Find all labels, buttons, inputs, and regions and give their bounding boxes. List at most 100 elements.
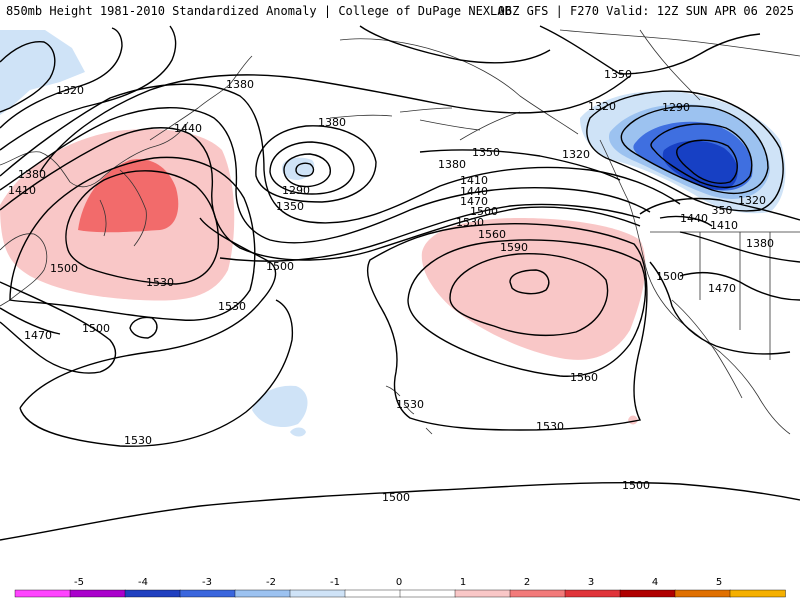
contour-nw-loop	[0, 41, 56, 113]
contour-label: 1500	[266, 260, 294, 273]
na-west-coast	[599, 139, 791, 435]
contour-label: 1380	[318, 116, 346, 129]
contour-1290-low	[283, 153, 331, 188]
contour-label: 1440	[174, 122, 202, 135]
contour-label: 1320	[588, 100, 616, 113]
contour-1350-low	[255, 125, 377, 203]
colorbar-tick-label: 5	[716, 577, 722, 588]
alaska-coast	[339, 38, 579, 141]
coastlines	[0, 29, 800, 435]
neg-anomaly-pacific-patch	[252, 385, 308, 428]
contour-label: 1500	[382, 491, 410, 504]
color-scale-bar: -5 -4 -3 -2 -1 0 1 2 3 4 5	[0, 575, 800, 600]
contour-label: 1470	[708, 282, 736, 295]
contour-label: 1320	[56, 84, 84, 97]
contour-label: 1530	[536, 420, 564, 433]
colorbar-segment	[454, 589, 511, 598]
neg-anomaly-nw-corner	[0, 30, 85, 115]
contour-label: 1410	[8, 184, 36, 197]
contour-label: 350	[712, 204, 733, 217]
contour-1500-east	[649, 261, 791, 355]
contour-label: 1500	[82, 322, 110, 335]
contour-label: 1470	[24, 329, 52, 342]
colorbar-tick-label: 3	[588, 577, 594, 588]
colorbar-tick-label: 4	[652, 577, 658, 588]
colorbar-tick-labels: -5 -4 -3 -2 -1 0 1 2 3 4 5	[74, 577, 722, 588]
colorbar-tick-label: 2	[524, 577, 530, 588]
colorbar-segment	[344, 589, 401, 598]
contour-1380	[0, 83, 681, 224]
contour-label: 1500	[50, 262, 78, 275]
colorbar-tick-label: -5	[74, 577, 84, 588]
contour-label: 1380	[226, 78, 254, 91]
contour-1350-north-arc	[359, 25, 551, 64]
map-title: 850mb Height 1981-2010 Standardized Anom…	[6, 4, 512, 18]
colorbar-tick-label: -4	[138, 577, 148, 588]
contour-1500-south	[0, 481, 800, 541]
colorbar-segments	[14, 589, 786, 598]
contour-1410	[0, 107, 651, 244]
colorbar-segment	[619, 589, 676, 598]
colorbar-tick-label: -2	[266, 577, 276, 588]
contour-1410-east	[659, 215, 713, 227]
us-borders	[650, 231, 800, 360]
contour-1350-nw	[0, 25, 177, 151]
contour-label: 1440	[460, 185, 488, 198]
contour-1290-canada	[620, 105, 769, 194]
colorbar-tick-label: -3	[202, 577, 212, 588]
colorbar-segment	[179, 589, 236, 598]
contour-label: 1500	[656, 270, 684, 283]
contour-1380-north	[39, 74, 631, 173]
contour-label: 1380	[746, 237, 774, 250]
contour-label: 1530	[456, 216, 484, 229]
contour-label: 1350	[276, 200, 304, 213]
contour-label: 1320	[738, 194, 766, 207]
header-bar: 850mb Height 1981-2010 Standardized Anom…	[0, 0, 800, 22]
contour-1560	[407, 239, 647, 377]
aleutian-chain	[329, 107, 453, 119]
colorbar-segment	[674, 589, 731, 598]
canada-interior	[559, 29, 800, 101]
contour-label: 1530	[124, 434, 152, 447]
anomaly-shading	[0, 30, 786, 437]
contour-label: 1290	[662, 101, 690, 114]
colorbar-segment	[564, 589, 621, 598]
colorbar-segment	[509, 589, 566, 598]
colorbar-tick-label: -1	[330, 577, 340, 588]
contour-label: 1530	[146, 276, 174, 289]
contour-1530-japan	[65, 170, 220, 285]
contour-label: 1410	[710, 219, 738, 232]
contour-1470-mid	[219, 203, 641, 262]
height-contours	[0, 25, 800, 541]
contour-label: 1500	[470, 205, 498, 218]
contour-1350-east	[639, 197, 800, 221]
contour-1290-inner	[295, 162, 315, 177]
contour-1500-japan	[9, 156, 256, 321]
contour-1590	[449, 253, 609, 337]
contour-label: 1530	[218, 300, 246, 313]
pos-anomaly-japan-inner	[78, 159, 179, 233]
model-valid-time: 06Z GFS | F270 Valid: 12Z SUN APR 06 202…	[497, 4, 794, 18]
contour-1530-west-loop	[19, 217, 294, 447]
contour-1350-north	[419, 149, 621, 181]
colorbar-tick-label: 1	[460, 577, 466, 588]
map-panel: 1320 1380 1410 1380 1440 1380 1290 1350 …	[0, 22, 800, 575]
colorbar-segment	[14, 589, 71, 598]
contour-label: 1530	[396, 398, 424, 411]
contour-label: 1410	[460, 174, 488, 187]
colorbar-segment	[69, 589, 126, 598]
colorbar-segment	[729, 589, 786, 598]
contour-label: 1290	[282, 184, 310, 197]
contour-label: 1380	[18, 168, 46, 181]
colorbar-tick-label: 0	[396, 577, 402, 588]
asia-coast	[0, 121, 189, 307]
contour-1320-nw	[0, 27, 123, 129]
kamchatka-coast	[149, 55, 253, 141]
contour-1320-canada	[586, 90, 784, 212]
contour-1320-low	[269, 141, 355, 195]
hawaii-islands	[385, 385, 433, 435]
contour-label: 1560	[570, 371, 598, 384]
contour-1530-east	[366, 223, 648, 431]
neg-anomaly-canada-4	[662, 140, 738, 190]
